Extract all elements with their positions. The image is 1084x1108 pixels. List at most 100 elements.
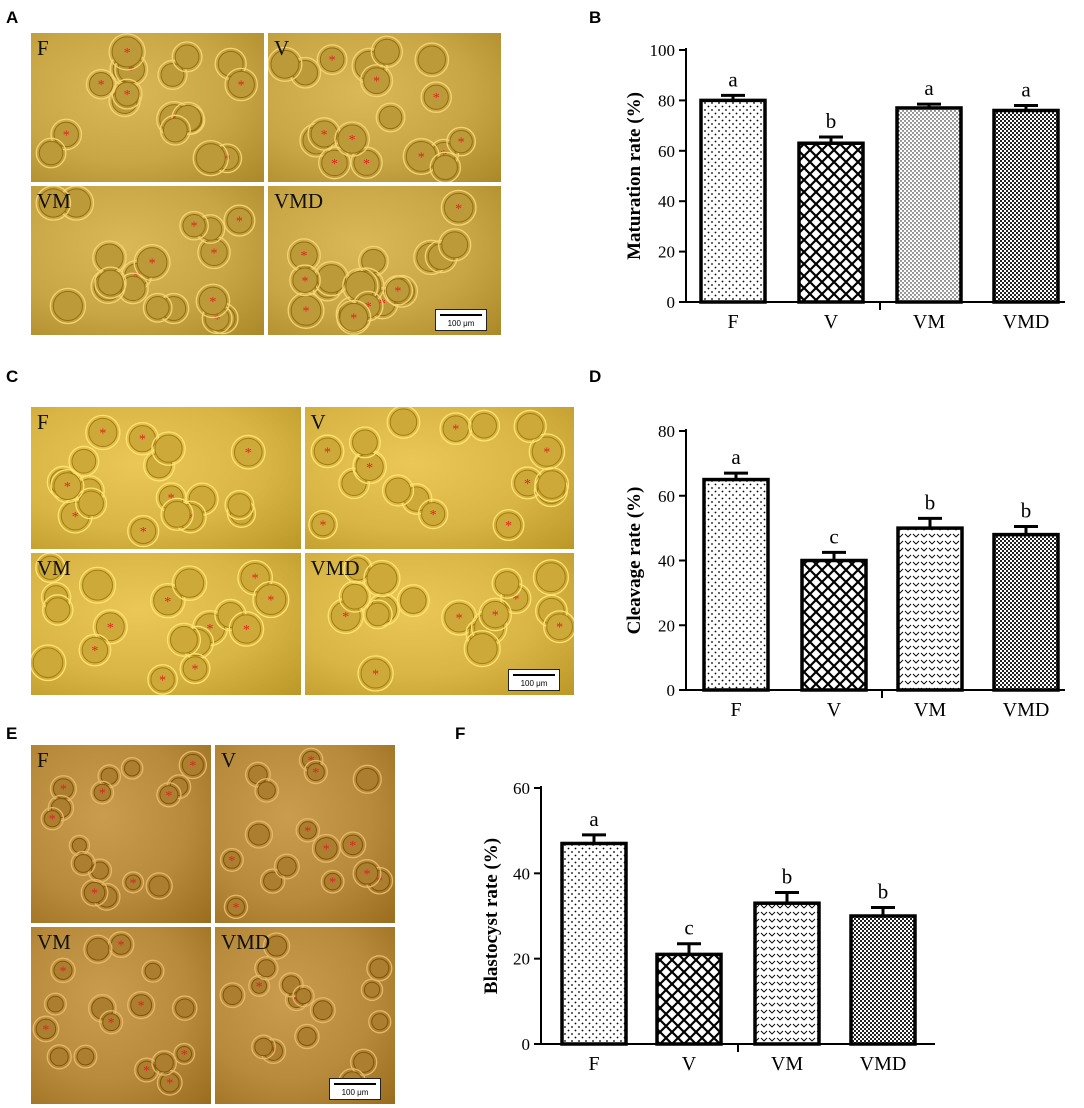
cell: * — [111, 78, 143, 110]
bar-f — [560, 841, 628, 1046]
cell — [262, 931, 291, 960]
asterisk-marker: * — [189, 759, 196, 774]
significance-letter: a — [731, 445, 741, 469]
cell: * — [295, 817, 321, 843]
cell: * — [219, 847, 244, 872]
scale-bar-label: 100 μm — [447, 319, 475, 328]
cell: * — [50, 469, 85, 504]
cell — [309, 996, 336, 1023]
y-tick-label: 60 — [658, 487, 675, 506]
cell: * — [78, 633, 112, 667]
asterisk-marker: * — [373, 75, 380, 90]
cell — [491, 567, 522, 599]
bar-v — [655, 952, 723, 1046]
cell: * — [289, 264, 321, 297]
cell — [35, 137, 67, 169]
cell — [68, 445, 100, 477]
significance-letter: b — [826, 109, 837, 133]
cell: * — [492, 509, 524, 542]
asterisk-marker: * — [331, 157, 338, 172]
cell: * — [99, 1009, 124, 1034]
asterisk-marker: * — [243, 623, 250, 638]
cell — [151, 431, 186, 466]
cell: * — [230, 434, 266, 470]
y-axis-label: Cleavage rate (%) — [624, 487, 645, 635]
cell — [375, 102, 406, 133]
significance-letter: a — [1021, 77, 1031, 101]
y-tick-label: 0 — [667, 293, 676, 312]
cell: * — [90, 780, 115, 805]
cell — [273, 853, 300, 880]
asterisk-marker: * — [238, 78, 245, 93]
asterisk-marker: * — [49, 813, 56, 828]
asterisk-marker: * — [42, 1022, 49, 1037]
asterisk-marker: * — [455, 202, 462, 217]
asterisk-marker: * — [303, 304, 310, 319]
cell — [70, 850, 96, 876]
asterisk-marker: * — [512, 592, 519, 607]
significance-letter: b — [1021, 499, 1032, 523]
micrograph-label: VMD — [310, 556, 360, 580]
y-tick-label: 40 — [658, 552, 675, 571]
asterisk-marker: * — [329, 876, 336, 891]
scale-bar: 100 μm — [508, 669, 560, 691]
asterisk-marker: * — [98, 78, 105, 93]
y-axis-label: Blastocyst rate (%) — [481, 838, 502, 994]
cell — [513, 409, 547, 444]
asterisk-marker: * — [149, 257, 156, 272]
cell: * — [382, 275, 414, 306]
asterisk-marker: * — [429, 508, 436, 523]
asterisk-marker: * — [324, 445, 331, 460]
x-tick-label: F — [588, 1053, 599, 1075]
asterisk-marker: * — [107, 621, 114, 636]
cell: * — [237, 559, 274, 596]
asterisk-marker: * — [418, 150, 425, 165]
x-tick-label: V — [824, 311, 839, 333]
cell — [192, 139, 229, 177]
asterisk-marker: * — [329, 54, 336, 69]
cell: * — [307, 509, 338, 540]
bar-vm — [896, 526, 964, 692]
y-tick-label: 60 — [658, 142, 675, 161]
micrograph-c-v: * * * * * * * * V — [304, 407, 574, 549]
cell — [268, 46, 303, 82]
asterisk-marker: * — [349, 839, 356, 854]
asterisk-marker: * — [192, 663, 199, 678]
micrograph-a-vm: *********VM — [31, 186, 264, 335]
asterisk-marker: * — [191, 220, 198, 235]
x-tick-label: VM — [913, 311, 945, 333]
cell — [41, 594, 74, 626]
micrograph-label: VM — [37, 556, 71, 580]
cell — [141, 959, 165, 983]
micrograph-a-f: **********F — [31, 33, 264, 182]
cell — [160, 497, 194, 531]
asterisk-marker: * — [523, 477, 530, 492]
asterisk-marker: * — [556, 621, 563, 636]
cell: * — [417, 498, 448, 530]
bar-v — [797, 141, 865, 304]
cell — [49, 287, 87, 325]
asterisk-marker: * — [60, 783, 67, 798]
y-tick-label: 80 — [658, 422, 675, 441]
cell — [429, 151, 462, 182]
bar-f — [702, 477, 770, 692]
asterisk-marker: * — [252, 572, 259, 587]
y-tick-label: 60 — [513, 779, 530, 798]
asterisk-marker: * — [372, 667, 379, 682]
cell — [370, 35, 404, 68]
panel-letter-a: A — [6, 8, 19, 27]
cell: * — [40, 806, 65, 831]
cell: * — [92, 609, 128, 645]
panel-letter-c: C — [6, 367, 19, 386]
y-tick-label: 20 — [658, 616, 675, 635]
cell: * — [318, 146, 351, 180]
cell: * — [402, 137, 440, 175]
asterisk-marker: * — [59, 964, 66, 979]
cell: * — [356, 655, 394, 692]
cell — [171, 41, 203, 73]
cell — [414, 42, 450, 78]
significance-letter: c — [829, 524, 838, 548]
asterisk-marker: * — [207, 622, 214, 637]
asterisk-marker: * — [245, 446, 252, 461]
